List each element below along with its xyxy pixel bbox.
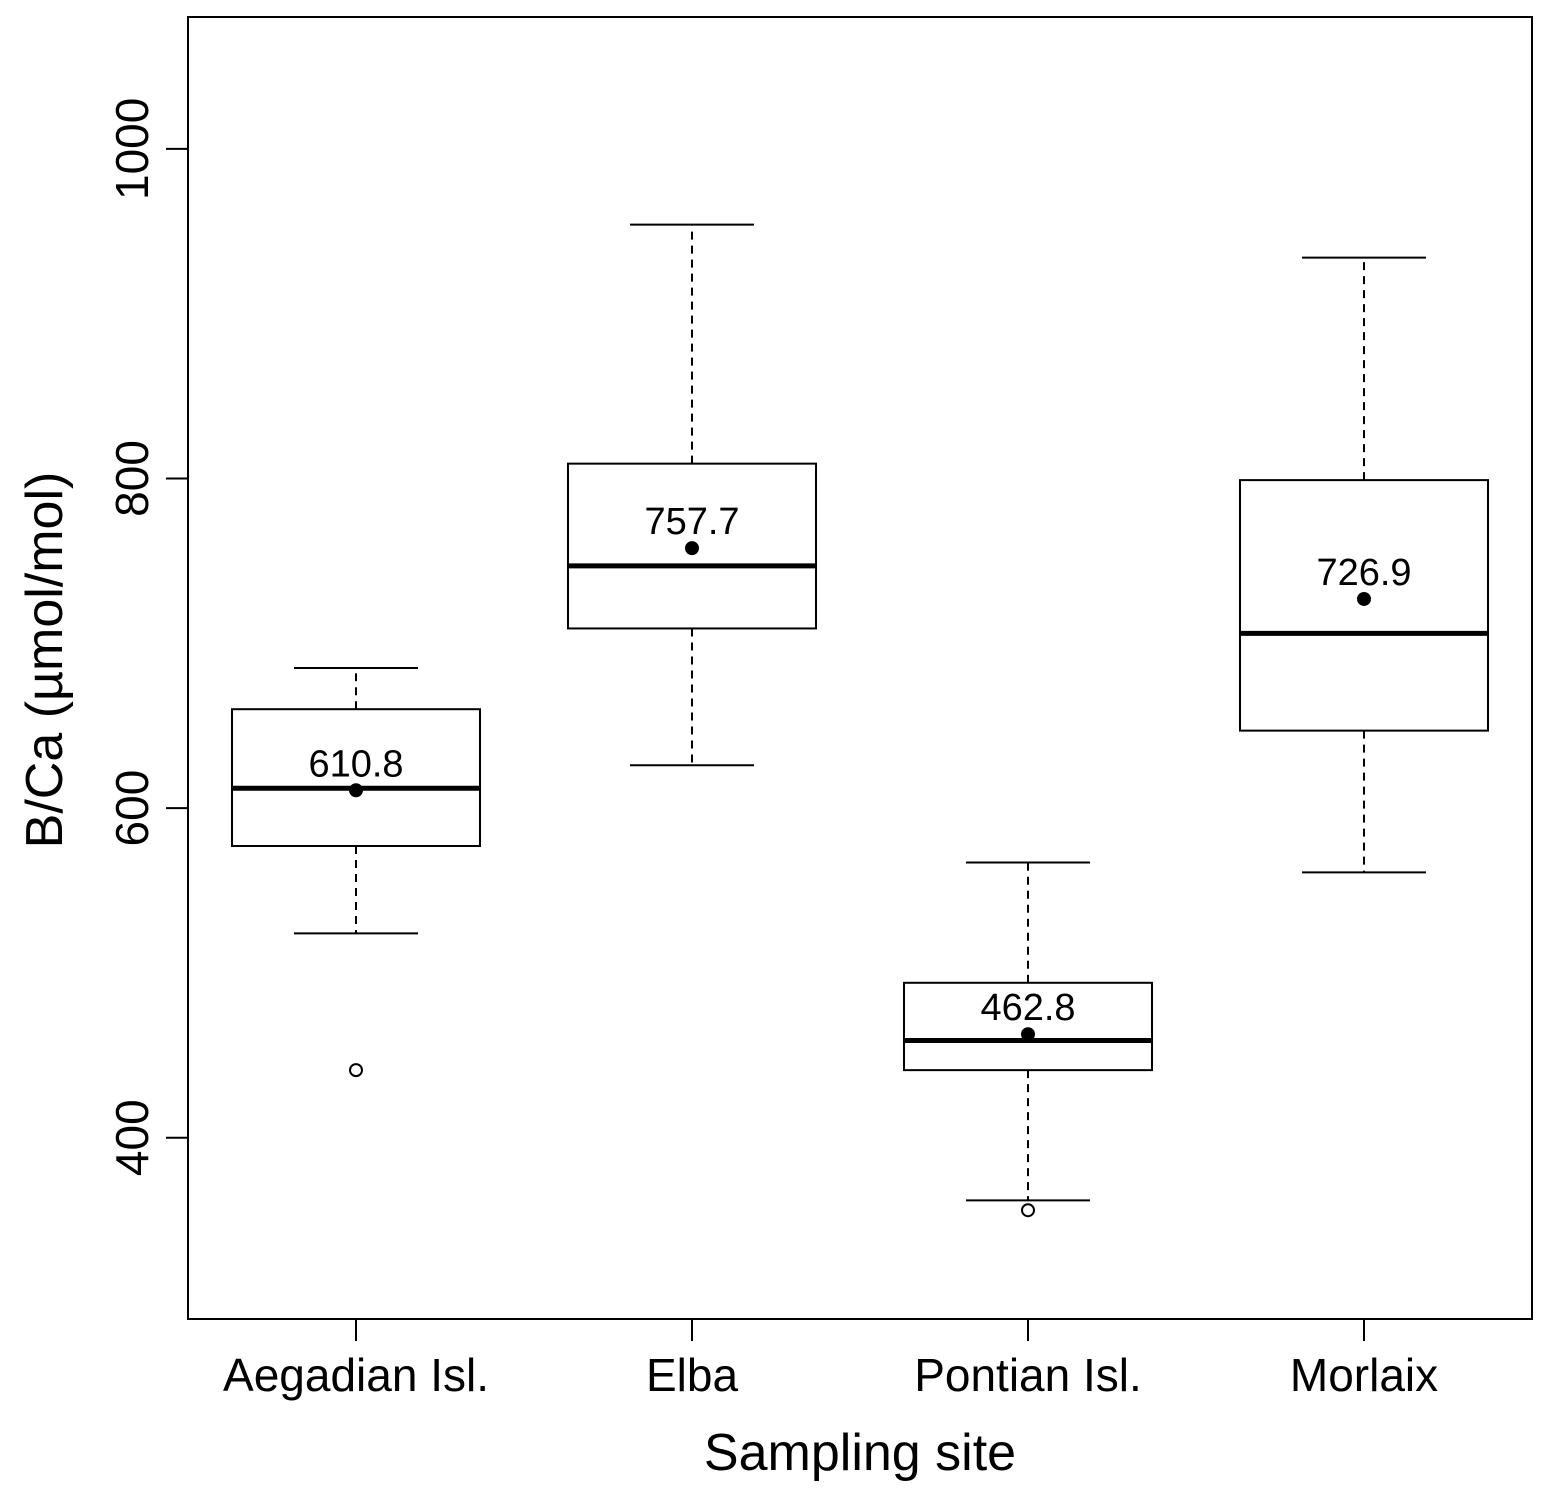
iqr-box xyxy=(903,981,1153,1072)
x-axis: Aegadian Isl. Elba Pontian Isl. Morlaix xyxy=(223,1319,1438,1401)
y-axis: 400 600 800 1000 xyxy=(106,98,188,1176)
iqr-box xyxy=(231,708,481,847)
x-tick-label: Elba xyxy=(646,1349,738,1401)
mean-label: 757.7 xyxy=(644,501,739,543)
mean-point xyxy=(1357,591,1371,606)
y-tick-label: 800 xyxy=(106,440,158,517)
box-group: 610.8 xyxy=(231,667,481,1078)
y-tick-label: 1000 xyxy=(106,98,158,200)
box-group: 757.7 xyxy=(567,223,817,767)
boxes: 610.8 757.7 462.8 726.9 xyxy=(231,223,1489,1218)
y-tick-label: 400 xyxy=(106,1099,158,1176)
y-axis-title: B/Ca (µmol/mol) xyxy=(16,472,74,849)
mean-point xyxy=(1021,1027,1035,1042)
plot-frame xyxy=(187,16,1533,1320)
outlier-point xyxy=(1021,1203,1035,1218)
mean-label: 462.8 xyxy=(980,987,1075,1029)
mean-label: 610.8 xyxy=(308,743,403,785)
x-axis-title: Sampling site xyxy=(704,1424,1016,1482)
y-tick-label: 600 xyxy=(106,770,158,847)
x-tick-label: Morlaix xyxy=(1290,1349,1438,1401)
x-tick-label: Pontian Isl. xyxy=(914,1349,1142,1401)
box-group: 726.9 xyxy=(1239,256,1489,874)
box-group: 462.8 xyxy=(903,861,1153,1218)
x-tick-label: Aegadian Isl. xyxy=(223,1349,489,1401)
mean-point xyxy=(349,783,363,798)
outlier-point xyxy=(349,1063,363,1078)
mean-point xyxy=(685,541,699,556)
mean-label: 726.9 xyxy=(1316,552,1411,594)
